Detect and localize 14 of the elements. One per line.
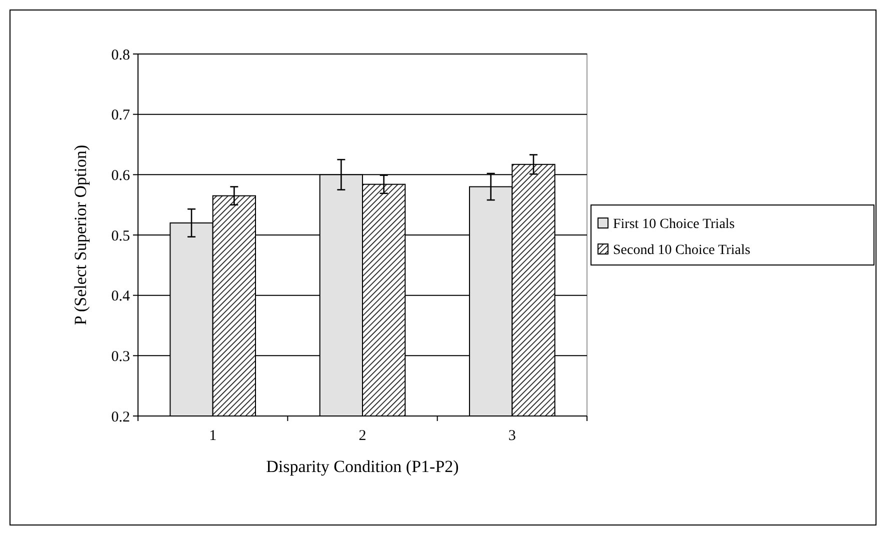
x-tick-label: 2 — [358, 428, 366, 444]
y-tick-label: 0.4 — [111, 288, 130, 305]
x-tick-label: 3 — [508, 428, 516, 444]
y-tick-label: 0.8 — [111, 47, 130, 64]
y-tick-label: 0.6 — [111, 168, 130, 184]
y-tick-label: 0.5 — [111, 228, 130, 244]
y-tick-label: 0.2 — [111, 409, 130, 426]
legend-label: First 10 Choice Trials — [613, 216, 735, 232]
x-axis-title: Disparity Condition (P1-P2) — [266, 457, 459, 476]
x-tick-label: 1 — [209, 428, 217, 444]
legend-label: Second 10 Choice Trials — [613, 242, 750, 258]
y-tick-label: 0.7 — [111, 108, 130, 124]
y-tick-label: 0.3 — [111, 348, 130, 365]
y-axis-title: P (Select Superior Option) — [71, 144, 90, 326]
